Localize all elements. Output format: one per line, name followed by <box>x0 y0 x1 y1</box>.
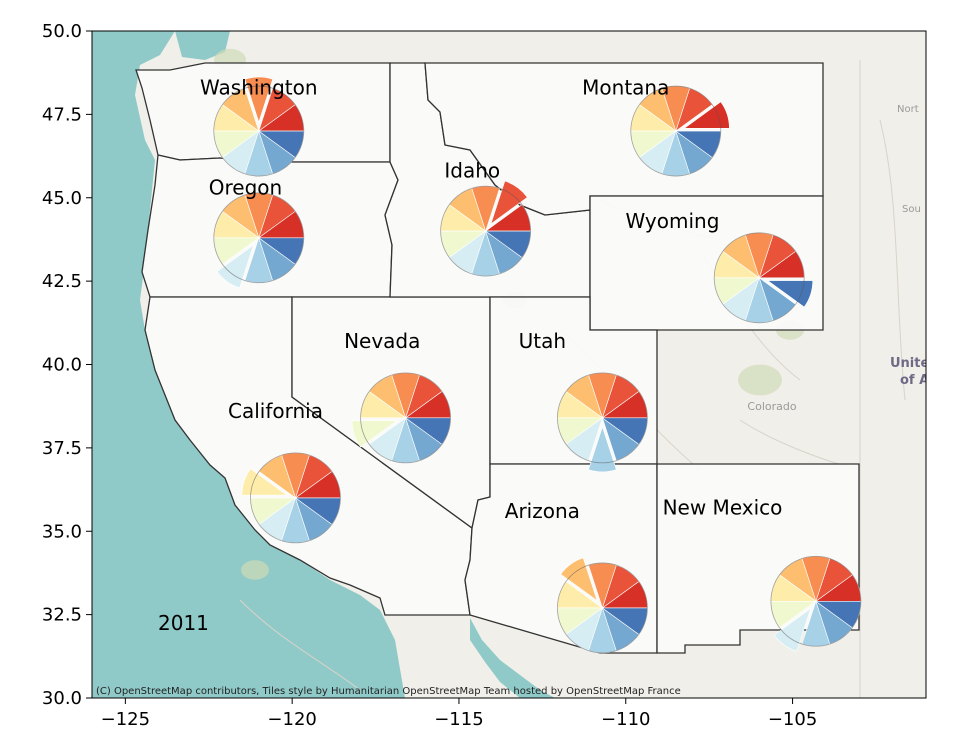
y-tick-label: 50.0 <box>42 21 82 42</box>
pie-slice <box>766 280 814 308</box>
state-label-oregon: Oregon <box>209 175 282 199</box>
pie-arizona[interactable] <box>557 557 648 654</box>
pie-outline <box>713 232 805 324</box>
pie-slice <box>244 76 274 124</box>
pie-oregon[interactable] <box>213 192 305 289</box>
state-label-arizona: Arizona <box>505 499 580 523</box>
attribution: (C) OpenStreetMap contributors, Tiles st… <box>96 686 681 697</box>
pie-slice <box>216 244 255 289</box>
x-tick-label: −110 <box>601 709 650 730</box>
state-labels: Washington Oregon Montana Idaho Wyoming Nevad… <box>200 75 782 523</box>
state-label-idaho: Idaho <box>444 159 500 183</box>
pie-outline <box>213 85 305 177</box>
pie-montana[interactable] <box>630 85 730 177</box>
state-label-california: California <box>228 399 323 423</box>
basemap-road <box>239 599 361 691</box>
basemap-vegetation <box>241 560 269 580</box>
state-label-wyoming: Wyoming <box>626 209 720 233</box>
x-tick-label: −105 <box>768 709 817 730</box>
x-axis: −125 −120 −115 −110 −105 <box>101 698 817 730</box>
pie-slice <box>773 607 812 652</box>
pie-outline <box>360 372 451 464</box>
pie-outline <box>770 555 862 647</box>
basemap-label-south: Sou <box>902 204 921 215</box>
y-tick-label: 42.5 <box>42 271 82 292</box>
pie-slice <box>241 468 288 496</box>
y-tick-label: 47.5 <box>42 104 82 125</box>
pie-outline <box>440 185 532 277</box>
y-tick-label: 30.0 <box>42 688 82 709</box>
pie-outline <box>630 85 722 177</box>
pie-slice <box>588 425 617 473</box>
pie-outline <box>213 192 305 284</box>
pie-slice <box>490 180 528 225</box>
puget-sound <box>175 31 230 60</box>
basemap-label-north: Nort <box>897 104 919 115</box>
pie-utah[interactable] <box>557 372 648 473</box>
x-tick-label: −120 <box>267 709 316 730</box>
pie-slice <box>560 557 598 602</box>
basemap-label-united: Unite <box>890 356 929 371</box>
state-label-nevada: Nevada <box>344 329 420 353</box>
x-tick-label: −115 <box>434 709 483 730</box>
pie-washington[interactable] <box>213 76 305 177</box>
pie-new-mexico[interactable] <box>770 555 862 652</box>
y-tick-label: 32.5 <box>42 605 82 626</box>
basemap-vegetation <box>738 364 782 396</box>
state-label-washington: Washington <box>200 75 318 99</box>
state-label-new-mexico: New Mexico <box>663 496 783 520</box>
basemap-label-of-a: of A <box>900 373 929 388</box>
basemap-label-colorado: Colorado <box>747 400 796 413</box>
pie-wyoming[interactable] <box>713 232 814 324</box>
basemap-labels: Colorado Unite of A Nort Sou <box>747 104 929 413</box>
pie-california[interactable] <box>241 452 341 544</box>
pie-charts <box>213 76 862 654</box>
year-label: 2011 <box>158 611 209 635</box>
pie-outline <box>557 372 648 464</box>
basemap-road <box>879 119 906 401</box>
gulf-of-california <box>470 618 555 698</box>
pie-slice <box>683 101 730 129</box>
pie-idaho[interactable] <box>440 180 532 277</box>
y-axis: 30.0 32.5 35.0 37.5 40.0 42.5 45.0 47.5 50.0 <box>42 21 92 709</box>
state-label-montana: Montana <box>582 75 669 99</box>
x-tick-label: −125 <box>101 709 150 730</box>
pie-slice <box>351 420 398 448</box>
state-label-utah: Utah <box>519 329 566 353</box>
plot-area[interactable]: Colorado Unite of A Nort Sou Washington O… <box>92 31 929 698</box>
pie-outline <box>250 452 341 544</box>
y-tick-label: 45.0 <box>42 188 82 209</box>
pie-nevada[interactable] <box>351 372 451 464</box>
y-tick-label: 37.5 <box>42 438 82 459</box>
pie-outline <box>557 562 648 654</box>
y-tick-label: 35.0 <box>42 521 82 542</box>
y-tick-label: 40.0 <box>42 355 82 376</box>
ocean <box>92 31 405 698</box>
